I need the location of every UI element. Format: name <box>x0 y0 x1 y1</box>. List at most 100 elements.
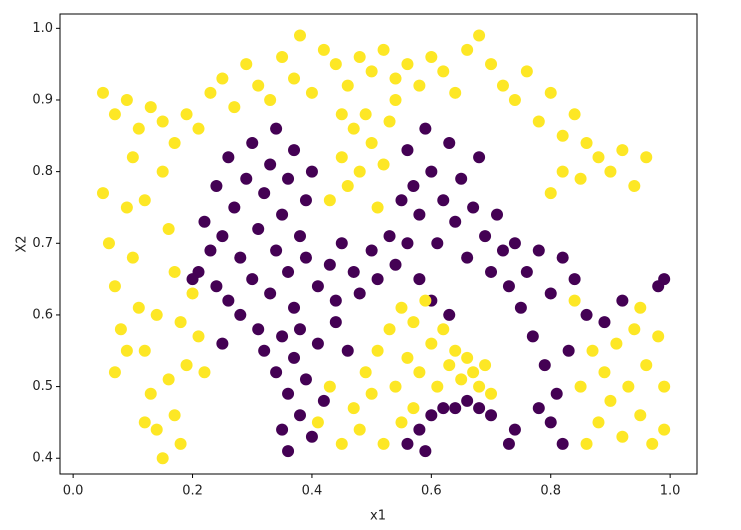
point <box>108 366 121 379</box>
point <box>628 179 641 192</box>
point <box>443 359 456 372</box>
point <box>222 151 235 164</box>
point <box>341 344 354 357</box>
point <box>383 323 396 336</box>
point <box>622 380 635 393</box>
y-tick-label: 0.7 <box>32 236 53 251</box>
point <box>580 308 593 321</box>
point <box>568 108 581 121</box>
point <box>293 409 306 422</box>
point <box>467 366 480 379</box>
point <box>479 230 492 243</box>
point <box>276 423 289 436</box>
point <box>413 208 426 221</box>
point <box>359 108 372 121</box>
point <box>419 122 432 135</box>
x-tick-label: 0.6 <box>421 484 442 499</box>
point <box>96 86 109 99</box>
point <box>270 122 283 135</box>
point <box>329 58 342 71</box>
point <box>168 265 181 278</box>
point <box>216 337 229 350</box>
point <box>335 437 348 450</box>
point <box>520 265 533 278</box>
point <box>610 337 623 350</box>
point <box>407 179 420 192</box>
point <box>616 144 629 157</box>
point <box>329 294 342 307</box>
point <box>443 308 456 321</box>
point <box>568 273 581 286</box>
point <box>496 79 509 92</box>
point <box>467 201 480 214</box>
point <box>389 72 402 85</box>
point <box>365 387 378 400</box>
point <box>174 437 187 450</box>
point <box>395 416 408 429</box>
point <box>192 330 205 343</box>
point <box>419 294 432 307</box>
point <box>401 437 414 450</box>
point <box>401 58 414 71</box>
point <box>204 244 217 257</box>
point <box>120 201 133 214</box>
point <box>520 65 533 78</box>
point <box>508 237 521 250</box>
point <box>544 187 557 200</box>
point <box>365 244 378 257</box>
point <box>502 280 515 293</box>
point <box>180 359 193 372</box>
point <box>598 366 611 379</box>
point <box>293 29 306 42</box>
point <box>120 93 133 106</box>
point <box>276 50 289 63</box>
point <box>437 65 450 78</box>
point <box>473 151 486 164</box>
points <box>96 29 671 465</box>
point <box>210 179 223 192</box>
point <box>496 244 509 257</box>
point <box>353 423 366 436</box>
point <box>377 158 390 171</box>
point <box>138 416 151 429</box>
point <box>341 79 354 92</box>
point <box>347 265 360 278</box>
y-tick-label: 0.8 <box>32 164 53 179</box>
point <box>156 165 169 178</box>
point <box>264 287 277 300</box>
point <box>538 359 551 372</box>
point <box>168 409 181 422</box>
point <box>461 251 474 264</box>
point <box>371 201 384 214</box>
point <box>455 373 468 386</box>
point <box>293 323 306 336</box>
point <box>288 144 301 157</box>
point <box>485 265 498 278</box>
point <box>299 373 312 386</box>
point <box>425 409 438 422</box>
point <box>658 380 671 393</box>
point <box>544 287 557 300</box>
point <box>532 402 545 415</box>
point <box>371 344 384 357</box>
point <box>282 387 295 400</box>
point <box>174 316 187 329</box>
x-tick-label: 0.2 <box>182 484 203 499</box>
point <box>282 265 295 278</box>
point <box>341 179 354 192</box>
point <box>210 280 223 293</box>
point <box>353 165 366 178</box>
y-tick-label: 0.9 <box>32 92 53 107</box>
point <box>616 430 629 443</box>
point <box>425 165 438 178</box>
point <box>192 122 205 135</box>
point <box>389 93 402 106</box>
point <box>377 43 390 56</box>
point <box>270 366 283 379</box>
point <box>204 86 217 99</box>
point <box>544 86 557 99</box>
point <box>580 437 593 450</box>
y-tick-label: 0.4 <box>32 451 53 466</box>
point <box>568 294 581 307</box>
